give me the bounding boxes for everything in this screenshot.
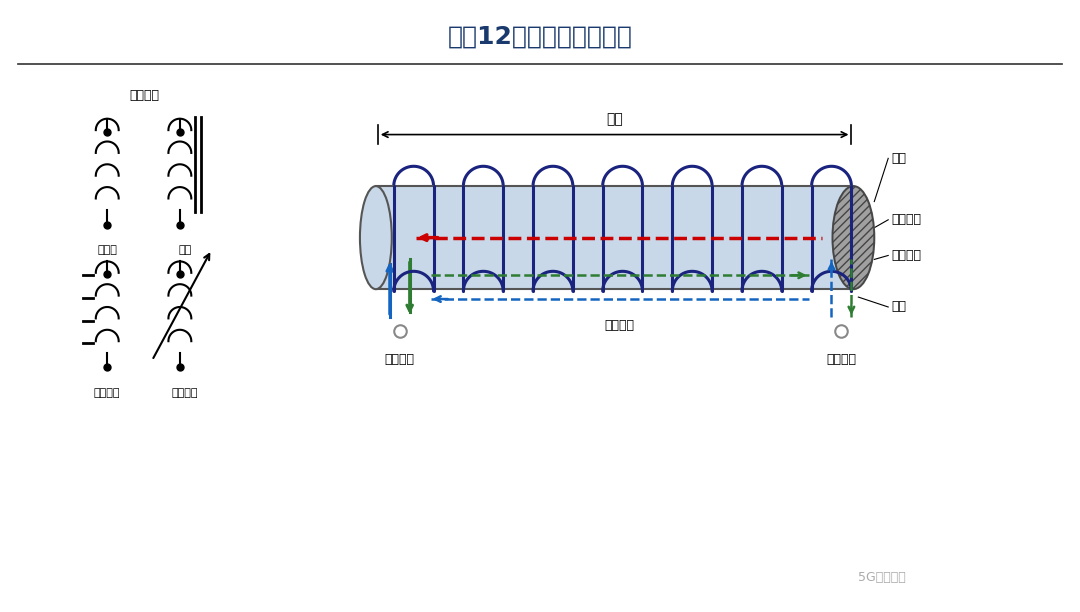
Text: 磁场变化: 磁场变化	[605, 319, 635, 332]
Text: 电流变化: 电流变化	[384, 353, 415, 365]
Text: 匝数: 匝数	[891, 300, 906, 313]
Text: 电感符号: 电感符号	[129, 89, 159, 102]
Text: 内芯: 内芯	[891, 152, 906, 165]
Text: 图表12：电感器工作原理: 图表12：电感器工作原理	[447, 24, 633, 48]
Ellipse shape	[360, 186, 392, 289]
Text: 铁芯: 铁芯	[178, 245, 191, 255]
Text: 横截面积: 横截面积	[891, 214, 921, 226]
Text: 可调电感: 可调电感	[172, 388, 198, 398]
Ellipse shape	[833, 186, 875, 289]
Text: 5G行业观察: 5G行业观察	[859, 571, 906, 584]
Text: 感应电流: 感应电流	[826, 353, 856, 365]
Text: 铁氧体芯: 铁氧体芯	[94, 388, 121, 398]
Text: 空气芯: 空气芯	[97, 245, 117, 255]
Bar	[376, 186, 853, 289]
Text: 长度: 长度	[606, 113, 623, 127]
Text: 磁场方向: 磁场方向	[891, 249, 921, 262]
